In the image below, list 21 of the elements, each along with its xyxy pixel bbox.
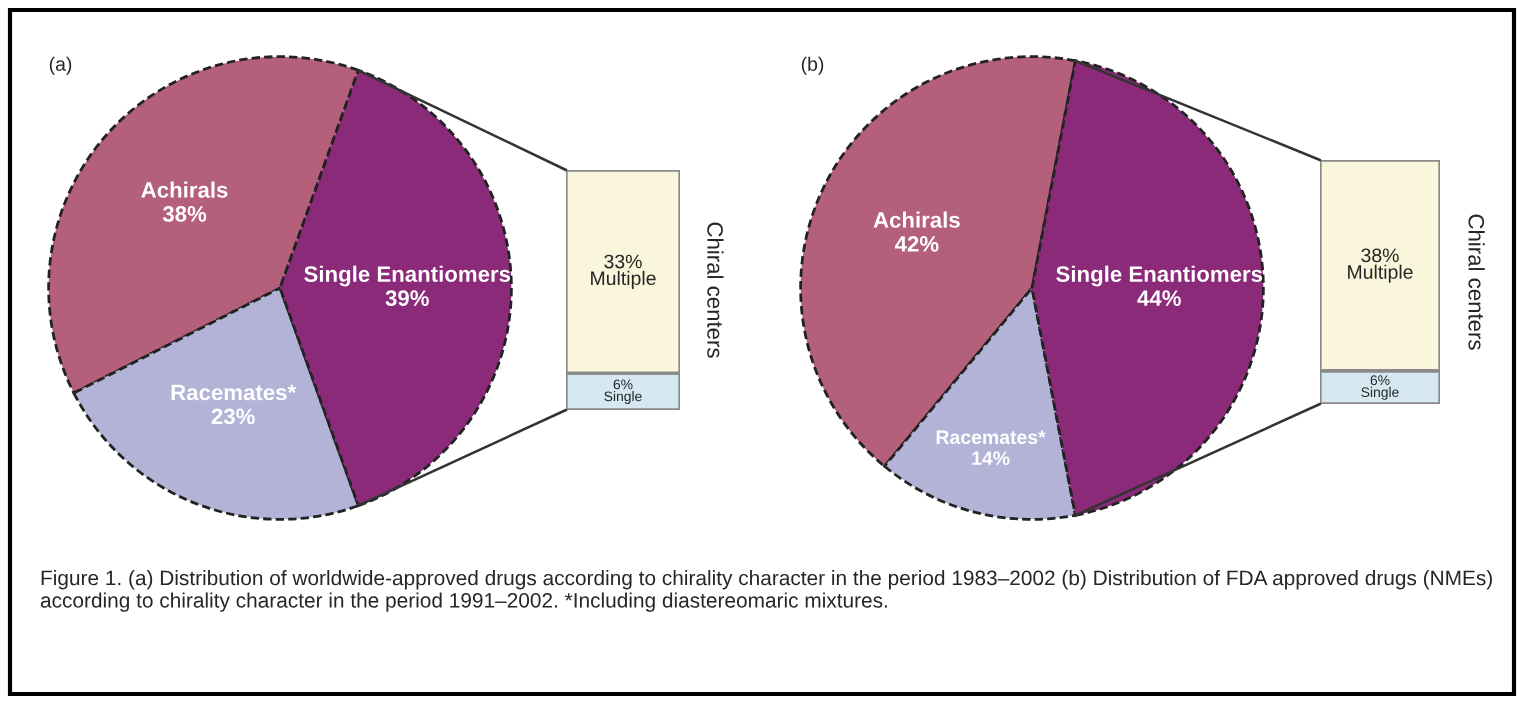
chart-title: (b) <box>801 56 824 75</box>
data-label: 44% <box>1137 290 1181 306</box>
data-label: 33% <box>604 254 642 269</box>
caption: Figure 1. (a) Distribution of worldwide-approved drugs according to chirality character in the period 1983–2002 (b) Distribution of FDA approved drugs (NMEs) according to chirality character in the period 1991–2002. *Including diastereomaric mixtures. <box>40 570 1492 612</box>
slice-label: Racemates* <box>171 384 297 401</box>
slice-label: Racemates* <box>936 430 1046 445</box>
data-label: 38% <box>1361 248 1399 263</box>
data-label: 39% <box>385 290 429 307</box>
series-label: Multiple <box>1348 264 1413 283</box>
data-label: 38% <box>162 206 207 222</box>
series-label: Multiple <box>591 270 656 289</box>
slice-label: Achirals <box>141 181 228 198</box>
slice-label: Single Enantiomers <box>304 265 511 287</box>
chart-title: (a) <box>49 56 72 75</box>
slice-label: Single Enantiomers <box>1056 265 1263 287</box>
y-axis-title: Chiral centers <box>1468 214 1485 350</box>
data-label: 14% <box>972 451 1010 466</box>
data-label: 23% <box>211 408 255 425</box>
y-axis-title: Chiral centers <box>707 222 724 358</box>
data-label: 42% <box>894 236 939 252</box>
slice-label: Achirals <box>873 211 960 228</box>
